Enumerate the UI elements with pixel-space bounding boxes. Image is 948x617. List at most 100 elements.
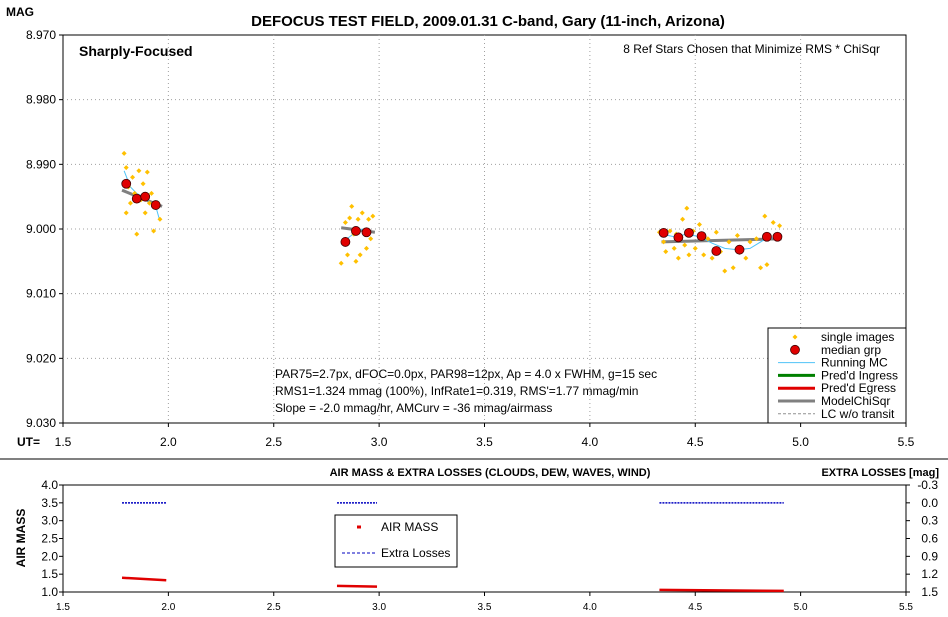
extra-losses-y-tick-label: 0.0 (921, 496, 938, 510)
median-group-point (351, 226, 361, 236)
main-y-tick-label: 8.970 (26, 28, 56, 42)
y-axis-label: MAG (6, 5, 34, 19)
airmass-legend-box (334, 514, 458, 568)
extra-losses-y-tick-label: 0.3 (921, 514, 938, 528)
main-y-tick-label: 9.000 (26, 222, 56, 236)
main-x-tick-label: 5.5 (898, 435, 915, 449)
airmass-y-tick-label: 2.5 (41, 532, 58, 546)
extra-losses-y-ticks: -0.3 0.0 0.3 0.6 0.9 1.2 1.5 (906, 478, 938, 599)
main-grid (63, 35, 906, 423)
single-image-point (730, 265, 736, 271)
single-image-point (701, 252, 707, 258)
single-image-point (349, 203, 355, 209)
legend-label: AIR MASS (381, 520, 438, 534)
legend-swatch-median-grp (790, 344, 800, 355)
legend-label: median grp (821, 343, 881, 357)
airmass-x-tick-label: 3.0 (372, 602, 386, 613)
extra-losses-y-tick-label: 0.9 (921, 549, 938, 563)
single-image-point (149, 190, 155, 196)
median-group-point (673, 232, 684, 243)
airmass-y-tick-label: 1.0 (41, 585, 58, 599)
single-image-point (667, 228, 673, 234)
main-legend-box (767, 327, 907, 424)
single-image-point (682, 242, 688, 248)
single-image-point (705, 236, 711, 242)
main-x-tick-label: 2.0 (160, 435, 177, 449)
main-x-tick-label: 2.5 (265, 435, 282, 449)
legend-label: Pred'd Egress (821, 381, 896, 395)
single-image-point (747, 239, 753, 245)
airmass-y-tick-label: 3.0 (41, 514, 58, 528)
single-image-point (684, 205, 690, 211)
single-image-point (146, 200, 152, 206)
extra-losses-y-tick-label: 1.2 (921, 567, 938, 581)
airmass-line (659, 588, 784, 593)
median-group-point (772, 231, 783, 242)
main-series (121, 150, 783, 274)
legend-swatch-air-mass (357, 525, 361, 529)
airmass-line (336, 584, 378, 588)
airmass-x-ticks: 1.5 2.0 2.5 3.0 3.5 4.0 4.5 5.0 5.5 (56, 592, 913, 613)
single-image-point (140, 181, 146, 187)
single-image-point (366, 216, 372, 222)
single-image-point (764, 262, 770, 268)
single-image-point (151, 228, 157, 234)
median-group-point (121, 178, 132, 189)
main-x-tick-label: 4.5 (687, 435, 704, 449)
single-image-point (743, 255, 749, 261)
airmass-y-tick-label: 4.0 (41, 478, 58, 492)
single-image-point (368, 236, 374, 242)
single-image-point (734, 232, 740, 238)
chart-title: DEFOCUS TEST FIELD, 2009.01.31 C-band, G… (251, 13, 725, 30)
single-image-point (758, 265, 764, 271)
annotation-sharply-focused: Sharply-Focused (79, 43, 193, 59)
main-x-ticks: 1.5 2.0 2.5 3.0 3.5 4.0 4.5 5.0 5.5 (55, 423, 915, 449)
airmass-x-tick-label: 5.0 (794, 602, 808, 613)
single-image-point (144, 169, 150, 175)
single-image-point (123, 165, 129, 171)
single-image-point (675, 255, 681, 261)
airmass-plot-area (62, 484, 907, 593)
single-image-point (762, 213, 768, 219)
stats-line-1: PAR75=2.7px, dFOC=0.0px, PAR98=12px, Ap … (275, 367, 657, 381)
extra-losses-axis-label: EXTRA LOSSES [mag] (821, 467, 939, 479)
single-image-point (127, 200, 133, 206)
single-image-point (355, 216, 361, 222)
x-axis-label: UT= (17, 435, 40, 449)
legend-label: LC w/o transit (821, 407, 895, 421)
main-y-tick-label: 8.990 (26, 157, 56, 171)
airmass-series (121, 502, 784, 593)
airmass-x-tick-label: 4.5 (688, 602, 702, 613)
median-group-point (762, 231, 772, 242)
median-group-point (658, 227, 669, 238)
airmass-axis-label: AIR MASS (14, 509, 28, 568)
legend-label: Running MC (821, 356, 888, 370)
median-group-point (131, 193, 142, 204)
single-image-point (123, 210, 129, 216)
single-image-point (661, 239, 667, 245)
airmass-y-ticks: 1.0 1.5 2.0 2.5 3.0 3.5 4.0 (41, 478, 63, 599)
single-image-point (338, 260, 344, 266)
single-image-point (671, 245, 677, 251)
single-image-point (157, 216, 163, 222)
single-image-point (770, 220, 776, 226)
median-group-point (361, 227, 372, 238)
main-y-ticks: 8.970 8.980 8.990 9.000 9.010 9.020 9.030 (26, 28, 63, 430)
airmass-x-tick-label: 2.0 (161, 602, 175, 613)
stats-line-2: RMS1=1.324 mmag (100%), InfRate1=0.319, … (275, 384, 638, 398)
median-group-point (340, 237, 351, 247)
single-image-point (134, 231, 140, 237)
legend-swatch-single-images (792, 334, 798, 340)
extra-losses-y-tick-label: 1.5 (921, 585, 938, 599)
main-x-tick-label: 5.0 (792, 435, 809, 449)
extra-losses-y-tick-label: 0.6 (921, 532, 938, 546)
median-group-point (150, 200, 161, 210)
legend-label: ModelChiSqr (821, 394, 890, 408)
airmass-y-tick-label: 3.5 (41, 496, 58, 510)
single-image-point (709, 255, 715, 261)
single-image-point (347, 215, 353, 221)
single-image-point (121, 150, 127, 156)
single-image-point (142, 210, 148, 216)
main-y-tick-label: 8.980 (26, 93, 56, 107)
